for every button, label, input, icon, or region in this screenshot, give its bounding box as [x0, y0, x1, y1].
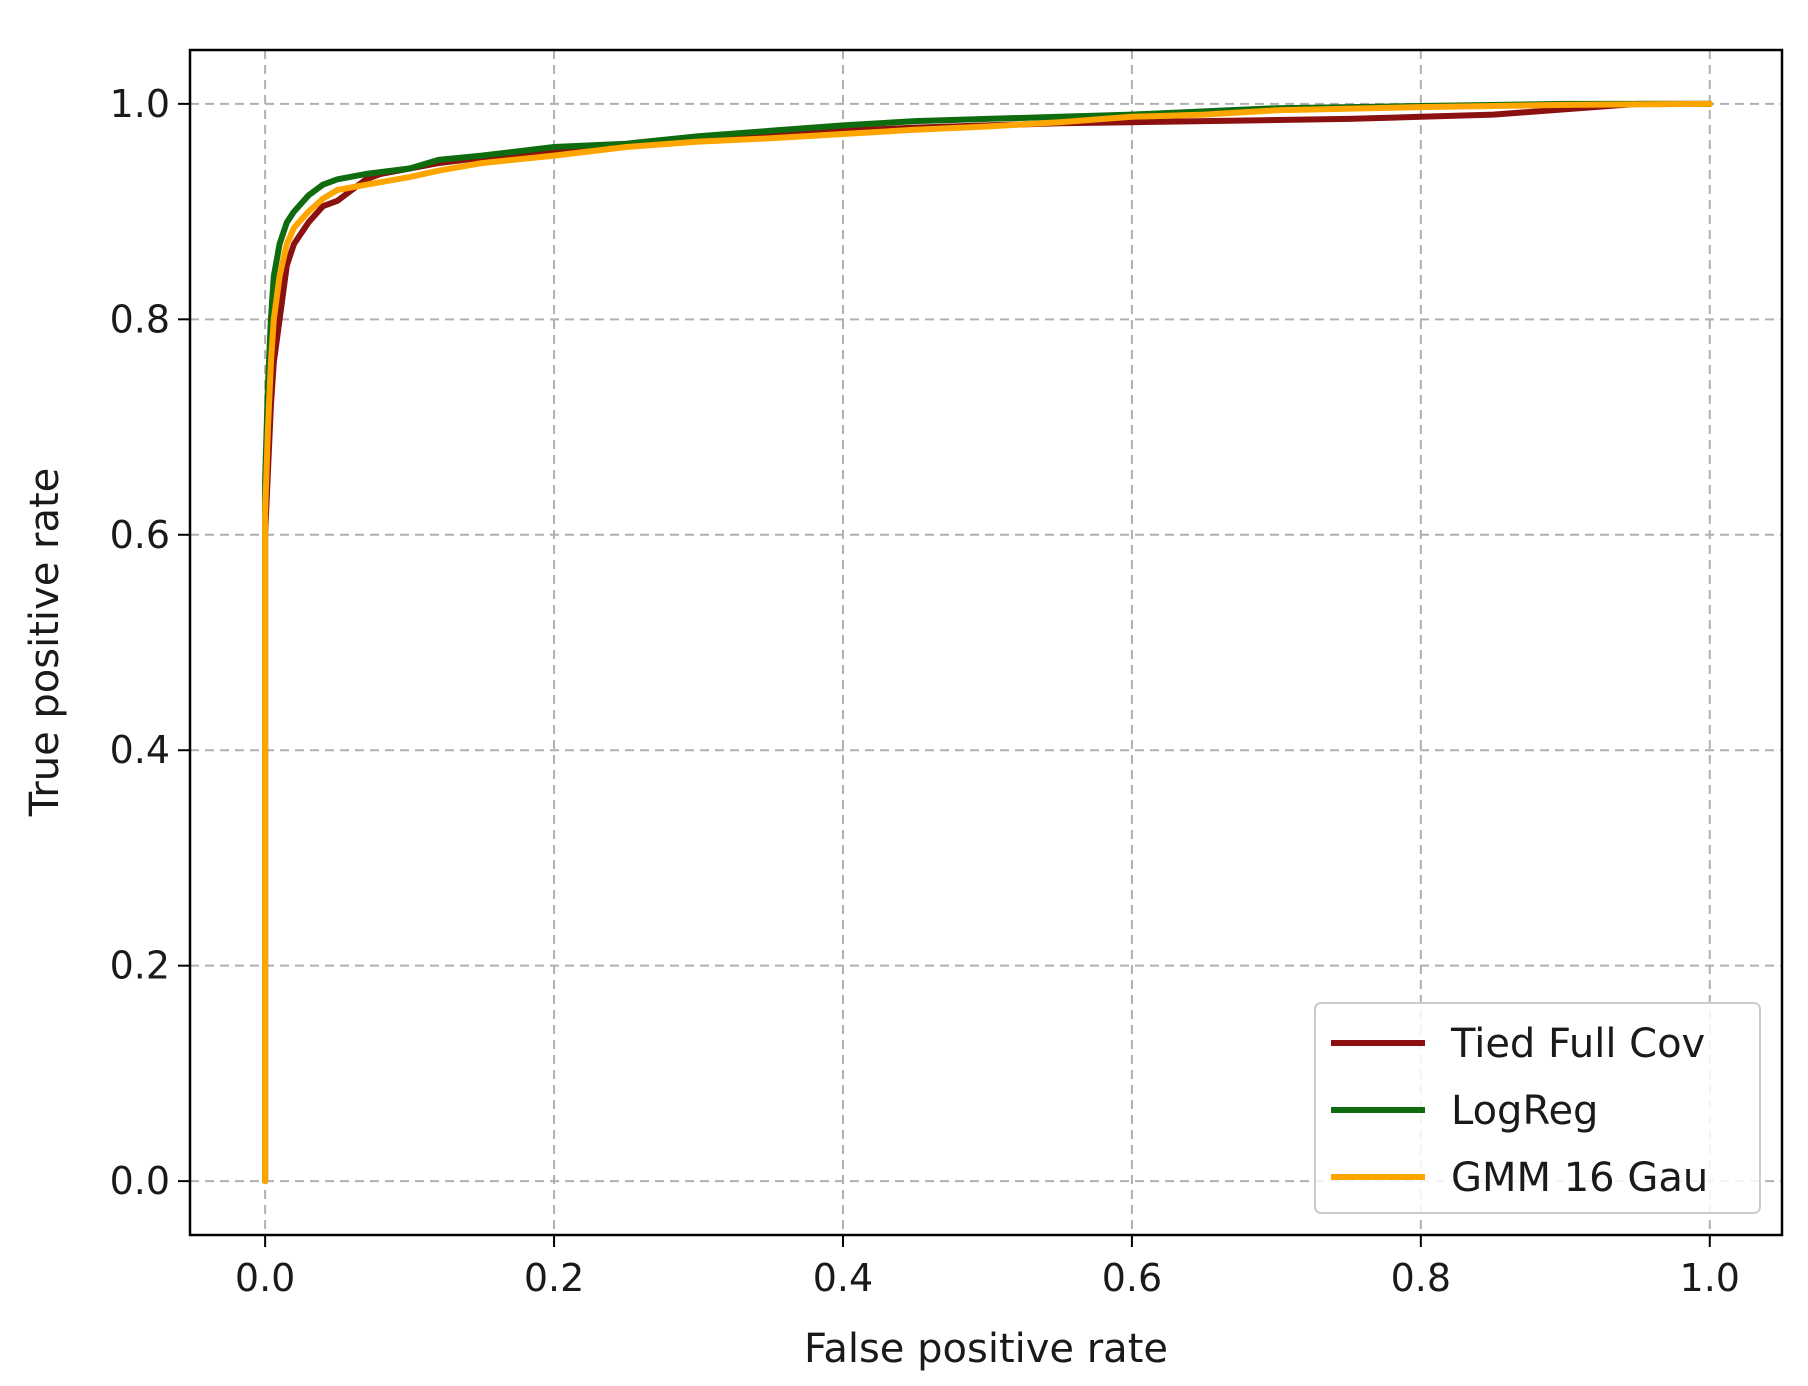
x-tick-label: 0.0 — [235, 1256, 295, 1300]
legend-label-1: LogReg — [1451, 1088, 1598, 1134]
y-tick-label: 0.8 — [110, 297, 170, 341]
plot-frame — [188, 48, 1784, 1237]
y-tick-label: 1.0 — [110, 82, 170, 126]
y-tick-label: 0.0 — [110, 1159, 170, 1203]
tick-layer: 0.0 0.2 0.4 0.6 0.8 1.0 0.0 0.2 0.4 0.6 0.8 1.0 — [110, 82, 1740, 1300]
x-axis-label: False positive rate — [804, 1326, 1168, 1372]
y-tick-label: 0.4 — [110, 728, 170, 772]
y-tick-label: 0.2 — [110, 944, 170, 988]
x-tick-label: 0.8 — [1391, 1256, 1451, 1300]
series-layer — [262, 100, 1713, 1185]
series-line-2 — [262, 100, 1713, 1185]
x-tick-label: 0.4 — [813, 1256, 873, 1300]
legend-label-2: GMM 16 Gau — [1451, 1155, 1708, 1201]
legend-box — [1314, 1002, 1761, 1214]
y-tick-label: 0.6 — [110, 513, 170, 557]
legend-label-0: Tied Full Cov — [1450, 1021, 1705, 1067]
x-tick-label: 0.2 — [524, 1256, 584, 1300]
x-tick-label: 1.0 — [1680, 1256, 1740, 1300]
y-axis-label: True positive rate — [22, 468, 68, 818]
x-tick-label: 0.6 — [1102, 1256, 1162, 1300]
legend: Tied Full Cov LogReg GMM 16 Gau — [1314, 1002, 1761, 1214]
series-line-0 — [262, 100, 1713, 1185]
